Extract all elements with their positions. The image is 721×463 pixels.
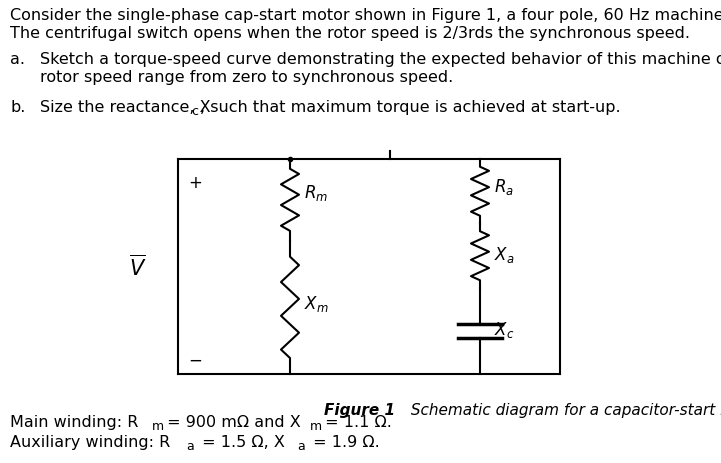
Text: $X_m$: $X_m$ <box>304 294 329 313</box>
Text: = 1.5 Ω, X: = 1.5 Ω, X <box>197 434 285 449</box>
Text: The centrifugal switch opens when the rotor speed is 2/3rds the synchronous spee: The centrifugal switch opens when the ro… <box>10 26 690 41</box>
Text: a: a <box>186 439 194 452</box>
Text: Size the reactance, X: Size the reactance, X <box>40 100 211 115</box>
Text: Figure 1: Figure 1 <box>324 402 396 417</box>
Text: = 1.1 Ω.: = 1.1 Ω. <box>320 414 392 429</box>
Text: a: a <box>297 439 305 452</box>
Text: Auxiliary winding: R: Auxiliary winding: R <box>10 434 170 449</box>
Text: c: c <box>191 105 198 118</box>
Text: $X_c$: $X_c$ <box>494 319 514 339</box>
Text: m: m <box>310 419 322 432</box>
Text: Consider the single-phase cap-start motor shown in Figure 1, a four pole, 60 Hz : Consider the single-phase cap-start moto… <box>10 8 721 23</box>
Text: rotor speed range from zero to synchronous speed.: rotor speed range from zero to synchrono… <box>40 70 454 85</box>
Text: Main winding: R: Main winding: R <box>10 414 138 429</box>
Text: = 1.9 Ω.: = 1.9 Ω. <box>308 434 380 449</box>
Text: a.: a. <box>10 52 25 67</box>
Text: , such that maximum torque is achieved at start-up.: , such that maximum torque is achieved a… <box>200 100 621 115</box>
Text: m: m <box>152 419 164 432</box>
Text: $\overline{V}$: $\overline{V}$ <box>129 254 147 280</box>
Text: = 900 mΩ and X: = 900 mΩ and X <box>162 414 301 429</box>
Text: Schematic diagram for a capacitor-start motor.: Schematic diagram for a capacitor-start … <box>406 402 721 417</box>
Text: b.: b. <box>10 100 25 115</box>
Text: $X_a$: $X_a$ <box>494 244 515 264</box>
Text: $R_a$: $R_a$ <box>494 177 514 197</box>
Text: Sketch a torque-speed curve demonstrating the expected behavior of this machine : Sketch a torque-speed curve demonstratin… <box>40 52 721 67</box>
Text: −: − <box>188 351 202 369</box>
Text: +: + <box>188 174 202 192</box>
Text: $R_m$: $R_m$ <box>304 182 328 202</box>
